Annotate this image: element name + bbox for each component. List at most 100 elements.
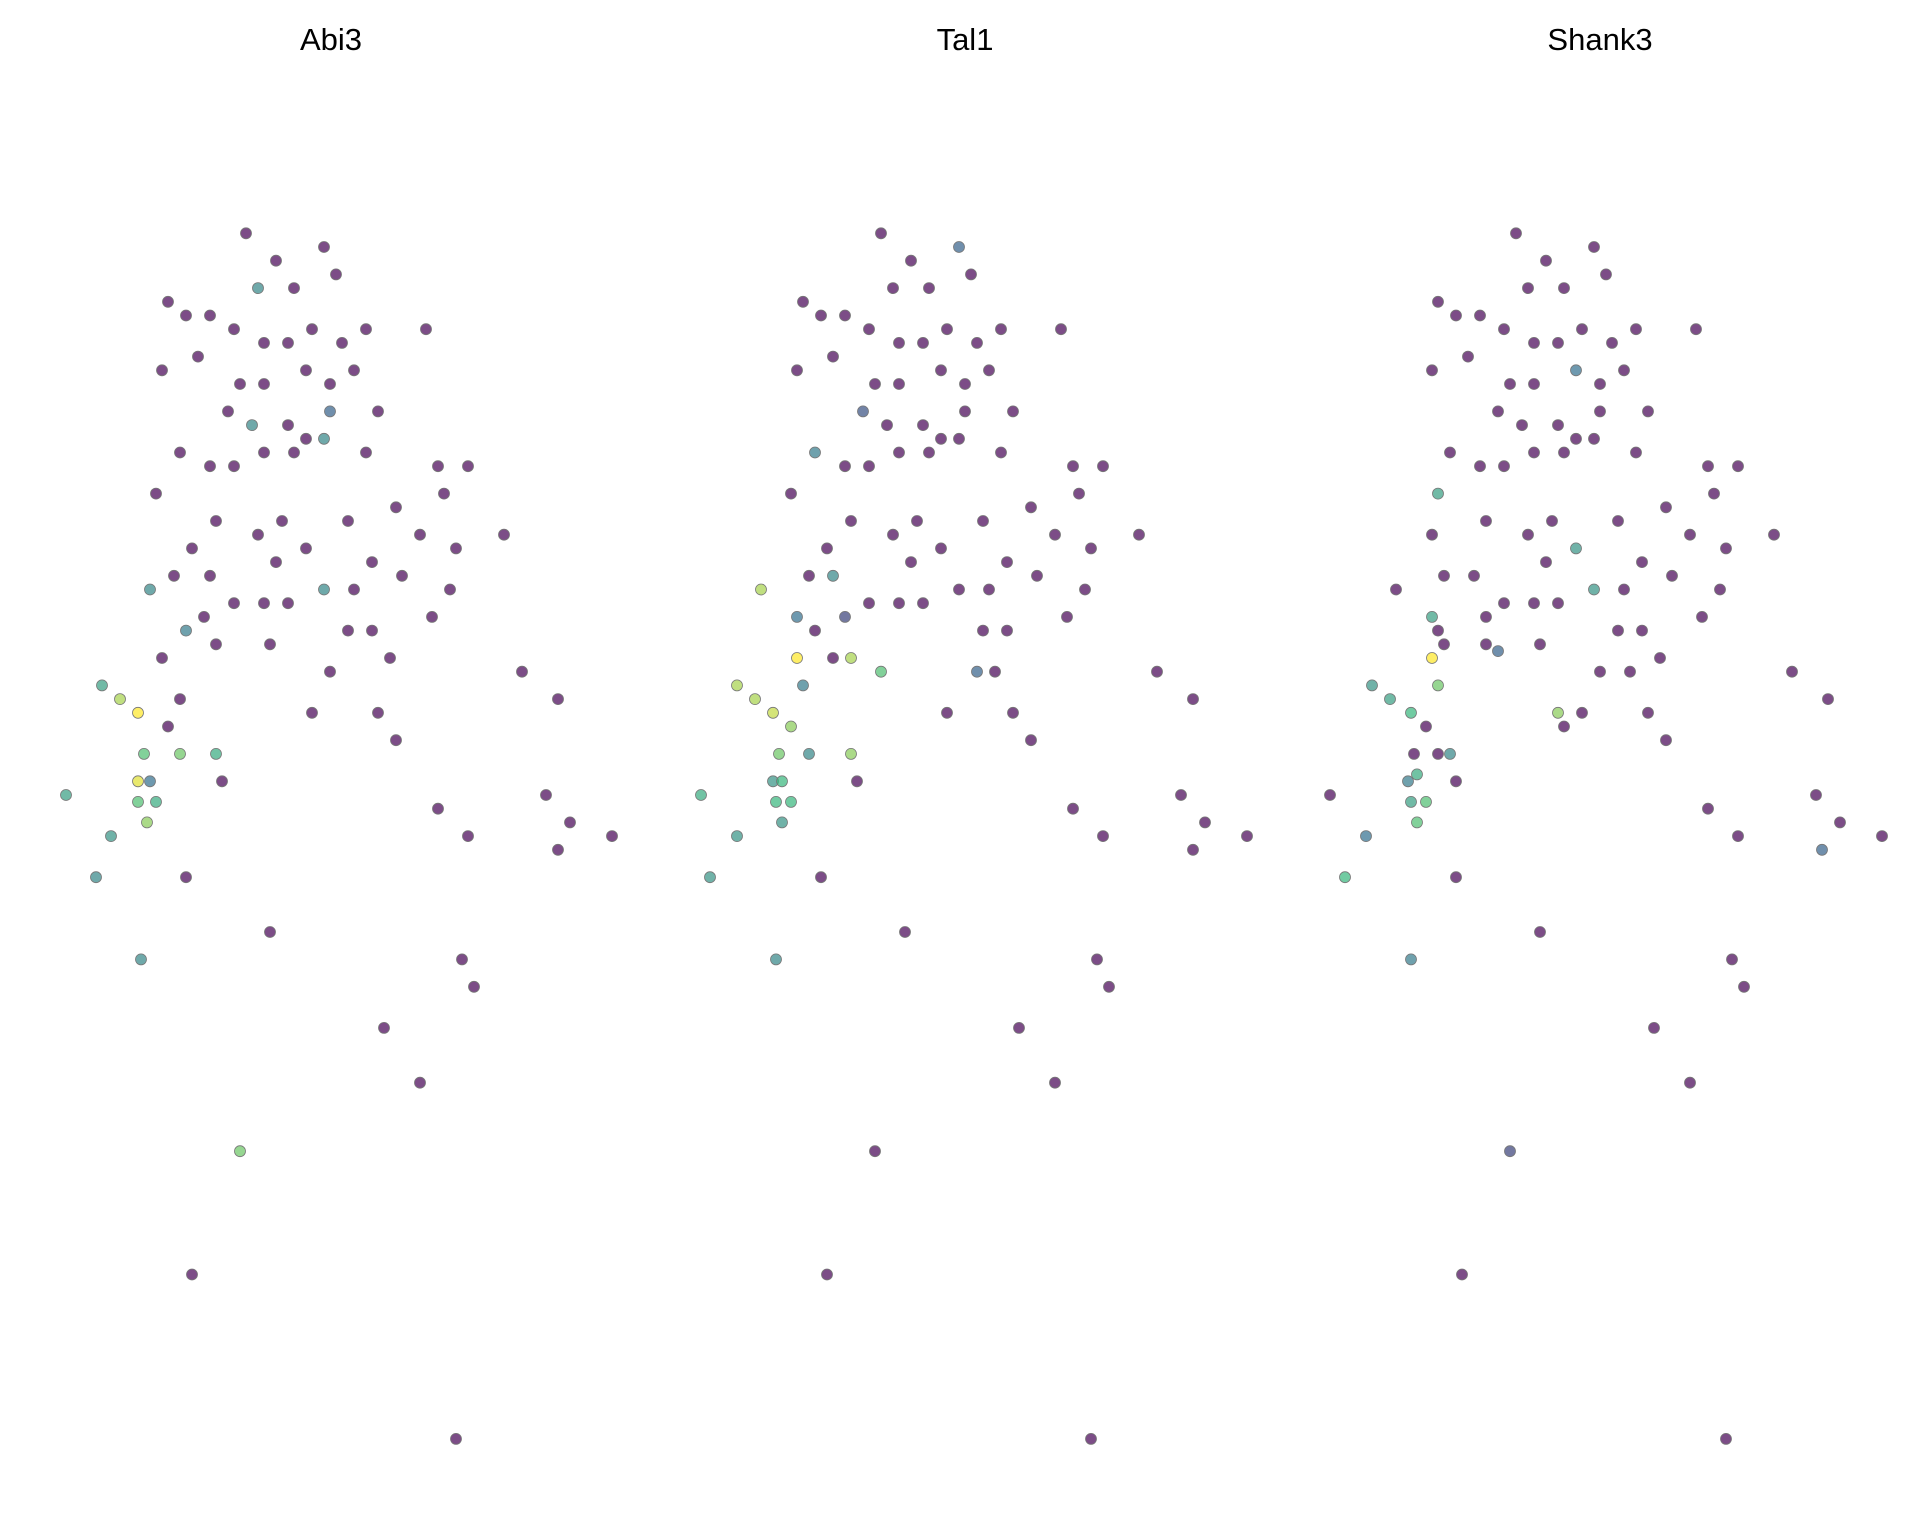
- data-point: [893, 336, 905, 349]
- data-point: [252, 528, 264, 541]
- data-point: [1324, 789, 1336, 801]
- data-point: [342, 515, 354, 527]
- data-point: [444, 583, 456, 596]
- data-point: [1013, 1022, 1025, 1034]
- data-point: [1612, 515, 1624, 527]
- data-point: [1618, 583, 1630, 596]
- data-point: [144, 775, 156, 788]
- data-point: [606, 830, 618, 842]
- data-point: [971, 665, 983, 678]
- data-point: [252, 282, 264, 295]
- data-point: [318, 241, 330, 253]
- data-point: [1714, 583, 1726, 596]
- data-point: [300, 364, 312, 377]
- data-point: [390, 501, 402, 514]
- data-point: [1600, 268, 1612, 281]
- data-point: [845, 515, 857, 527]
- data-point: [863, 597, 875, 610]
- data-point: [941, 323, 953, 336]
- data-point: [875, 227, 887, 240]
- data-point: [935, 542, 947, 555]
- data-point: [1534, 926, 1546, 938]
- data-point: [785, 487, 797, 500]
- data-point: [210, 748, 222, 760]
- data-point: [839, 460, 851, 473]
- data-point: [132, 796, 144, 808]
- data-point: [174, 693, 186, 705]
- data-point: [564, 816, 576, 829]
- data-point: [1732, 460, 1744, 473]
- data-point: [1091, 953, 1103, 966]
- data-point: [264, 638, 276, 651]
- data-point: [144, 583, 156, 596]
- data-point: [1642, 405, 1654, 418]
- data-point: [1199, 816, 1211, 829]
- data-point: [366, 624, 378, 637]
- data-point: [1474, 460, 1486, 473]
- data-point: [105, 830, 117, 842]
- data-point: [1432, 748, 1444, 760]
- data-point: [1001, 556, 1013, 568]
- data-point: [1420, 720, 1432, 733]
- data-point: [1684, 528, 1696, 541]
- data-point: [1432, 487, 1444, 500]
- data-point: [1876, 830, 1888, 842]
- data-point: [1720, 1433, 1732, 1445]
- data-point: [1067, 460, 1079, 473]
- data-point: [324, 405, 336, 418]
- data-point: [552, 693, 564, 705]
- data-point: [809, 446, 821, 459]
- data-point: [1438, 638, 1450, 651]
- data-point: [156, 652, 168, 664]
- data-point: [935, 364, 947, 377]
- data-point: [456, 953, 468, 966]
- data-point: [276, 515, 288, 527]
- data-point: [1151, 665, 1163, 678]
- data-point: [228, 597, 240, 610]
- data-point: [1492, 405, 1504, 418]
- data-point: [372, 405, 384, 418]
- data-point: [809, 624, 821, 637]
- data-point: [1133, 528, 1145, 541]
- data-point: [204, 460, 216, 473]
- data-point: [785, 720, 797, 733]
- data-point: [192, 350, 204, 363]
- data-point: [1552, 597, 1564, 610]
- data-point: [1690, 323, 1702, 336]
- data-point: [222, 405, 234, 418]
- scatter-panel-tal1: [695, 227, 1253, 1445]
- data-point: [414, 528, 426, 541]
- data-point: [1426, 528, 1438, 541]
- data-point: [1816, 843, 1828, 856]
- data-point: [342, 624, 354, 637]
- data-point: [1708, 487, 1720, 500]
- data-point: [1067, 802, 1079, 815]
- data-point: [749, 693, 761, 705]
- data-point: [989, 665, 1001, 678]
- scatter-panel-abi3: [60, 227, 618, 1445]
- data-point: [462, 460, 474, 473]
- data-point: [1576, 706, 1588, 719]
- data-point: [228, 323, 240, 336]
- data-point: [324, 665, 336, 678]
- data-point: [372, 706, 384, 719]
- data-point: [468, 980, 480, 993]
- data-point: [1528, 336, 1540, 349]
- data-point: [983, 583, 995, 596]
- data-point: [420, 323, 432, 336]
- data-point: [1576, 323, 1588, 336]
- data-point: [1411, 768, 1423, 781]
- data-point: [282, 336, 294, 349]
- data-point: [1558, 282, 1570, 295]
- data-point: [204, 569, 216, 582]
- data-point: [827, 350, 839, 363]
- data-point: [162, 295, 174, 308]
- data-point: [1073, 487, 1085, 500]
- data-point: [450, 1433, 462, 1445]
- data-point: [959, 405, 971, 418]
- data-point: [983, 364, 995, 377]
- data-point: [258, 378, 270, 390]
- data-point: [971, 336, 983, 349]
- data-point: [270, 556, 282, 568]
